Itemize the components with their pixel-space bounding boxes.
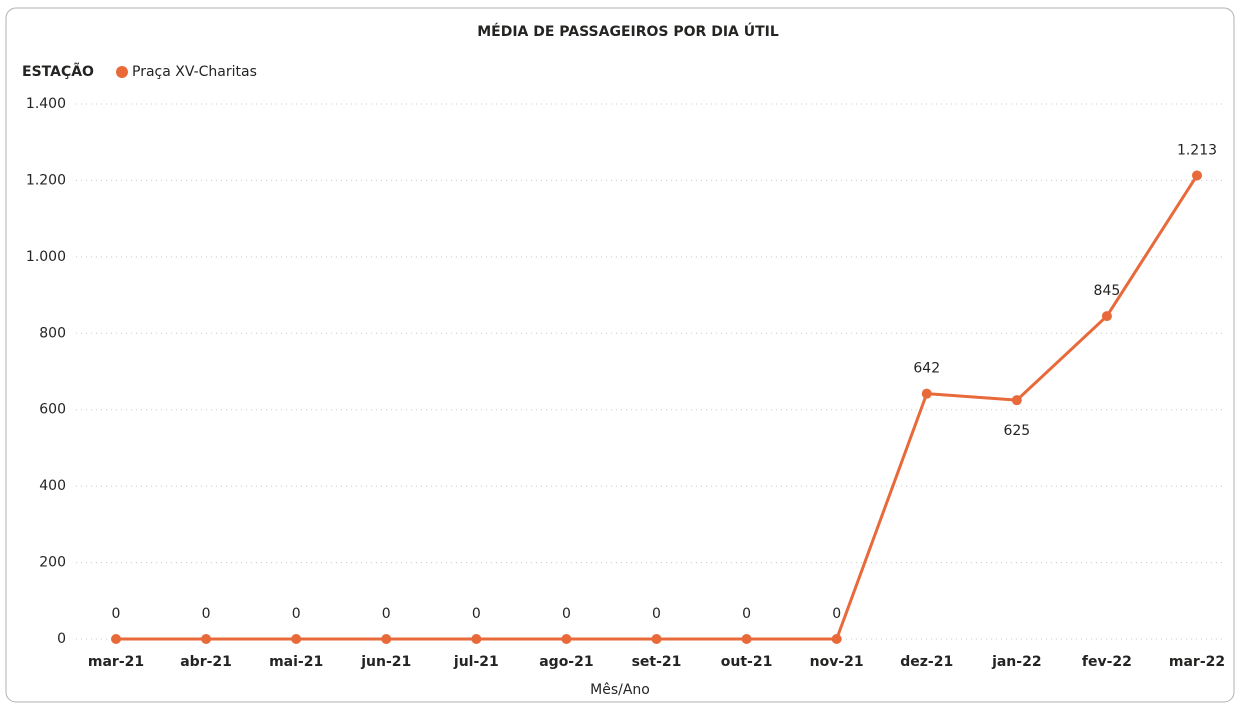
x-tick-label: fev-22: [1082, 654, 1132, 670]
y-tick-label: 600: [39, 402, 66, 418]
legend-title: ESTAÇÃO: [22, 63, 94, 80]
chart-frame: [5, 7, 1235, 703]
x-tick-label: mar-22: [1169, 654, 1225, 670]
data-label: 625: [1003, 423, 1030, 439]
y-tick-label: 200: [39, 555, 66, 571]
data-label: 642: [913, 361, 940, 377]
legend-label: Praça XV-Charitas: [132, 64, 257, 80]
y-tick-label: 800: [39, 325, 66, 341]
x-tick-label: out-21: [721, 654, 773, 670]
data-point: [561, 634, 572, 644]
x-tick-label: mar-21: [88, 654, 144, 670]
data-point: [471, 634, 482, 644]
data-label: 0: [472, 606, 481, 622]
legend-marker: [116, 66, 128, 78]
data-label: 0: [562, 606, 571, 622]
data-point: [291, 634, 302, 644]
data-label: 0: [382, 606, 391, 622]
x-axis-label: Mês/Ano: [590, 682, 650, 698]
data-point: [921, 388, 932, 399]
chart-title: MÉDIA DE PASSAGEIROS POR DIA ÚTIL: [477, 22, 779, 40]
data-label: 1.213: [1177, 142, 1217, 158]
x-tick-label: dez-21: [900, 654, 953, 670]
x-tick-label: nov-21: [810, 654, 864, 670]
data-label: 0: [112, 606, 121, 622]
data-label: 0: [832, 606, 841, 622]
data-point: [111, 634, 121, 644]
data-point: [651, 634, 662, 644]
y-tick-label: 0: [57, 631, 66, 647]
data-point: [741, 634, 752, 644]
data-label: 0: [652, 606, 661, 622]
y-tick-label: 1.200: [26, 172, 66, 188]
x-tick-label: jan-22: [991, 654, 1042, 670]
data-point: [381, 634, 392, 644]
x-tick-label: set-21: [632, 654, 682, 670]
y-tick-label: 1.000: [26, 249, 66, 265]
data-point: [831, 634, 842, 644]
x-tick-label: jul-21: [453, 654, 499, 670]
y-tick-label: 1.400: [26, 96, 66, 112]
y-tick-label: 400: [39, 478, 66, 494]
x-tick-label: jun-21: [360, 654, 411, 670]
data-point: [1011, 395, 1022, 406]
x-tick-label: abr-21: [180, 654, 232, 670]
data-label: 0: [292, 606, 301, 622]
data-point: [201, 634, 212, 644]
data-point: [1192, 170, 1202, 181]
x-tick-label: ago-21: [539, 654, 593, 670]
data-point: [1101, 311, 1112, 322]
x-tick-label: mai-21: [269, 654, 323, 670]
data-label: 0: [202, 606, 211, 622]
data-label: 845: [1094, 283, 1121, 299]
data-label: 0: [742, 606, 751, 622]
